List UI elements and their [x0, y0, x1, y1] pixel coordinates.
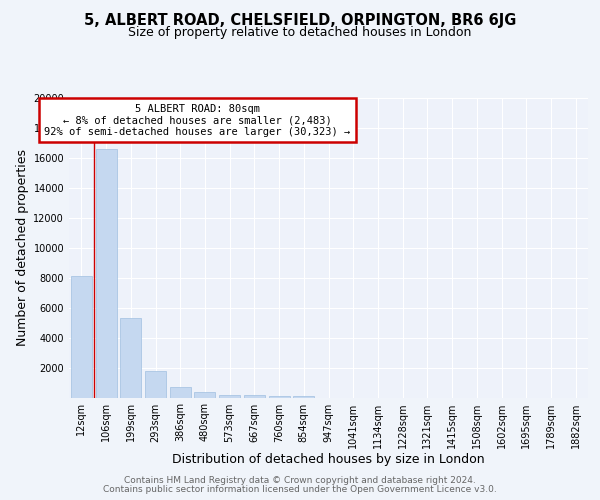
Bar	[71, 276, 92, 398]
Text: Contains HM Land Registry data © Crown copyright and database right 2024.: Contains HM Land Registry data © Crown c…	[124, 476, 476, 485]
Text: Size of property relative to detached houses in London: Size of property relative to detached ho…	[128, 26, 472, 39]
Y-axis label: Number of detached properties: Number of detached properties	[16, 149, 29, 346]
Bar	[120, 318, 141, 398]
Bar	[269, 396, 290, 398]
Bar	[219, 394, 240, 398]
Bar	[244, 395, 265, 398]
Text: 5 ALBERT ROAD: 80sqm
← 8% of detached houses are smaller (2,483)
92% of semi-det: 5 ALBERT ROAD: 80sqm ← 8% of detached ho…	[44, 104, 350, 136]
Bar	[293, 396, 314, 398]
X-axis label: Distribution of detached houses by size in London: Distribution of detached houses by size …	[172, 454, 485, 466]
Text: 5, ALBERT ROAD, CHELSFIELD, ORPINGTON, BR6 6JG: 5, ALBERT ROAD, CHELSFIELD, ORPINGTON, B…	[84, 12, 516, 28]
Bar	[145, 371, 166, 398]
Bar	[95, 148, 116, 398]
Bar	[170, 387, 191, 398]
Text: Contains public sector information licensed under the Open Government Licence v3: Contains public sector information licen…	[103, 485, 497, 494]
Bar	[194, 392, 215, 398]
